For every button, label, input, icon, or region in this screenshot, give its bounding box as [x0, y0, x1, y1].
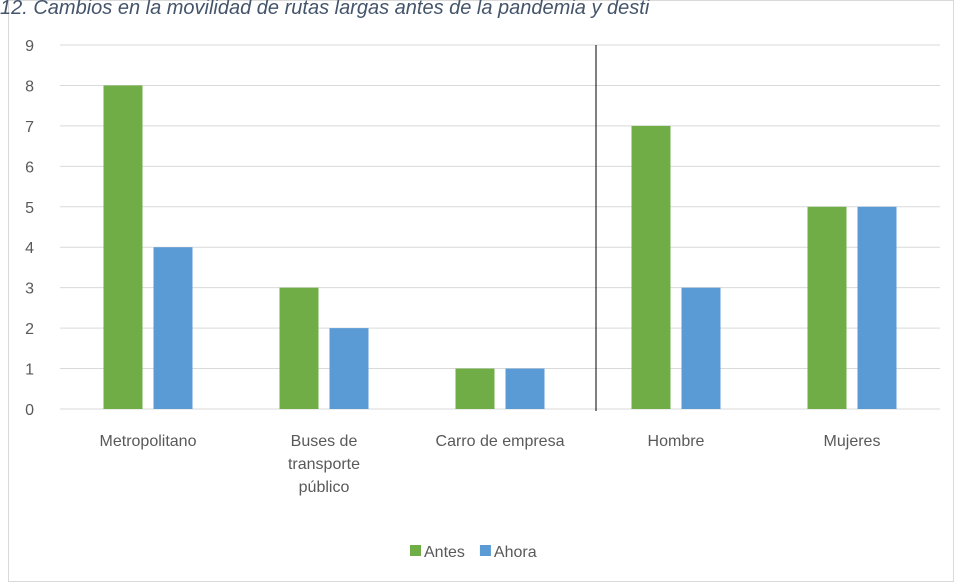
y-tick-label: 8: [25, 78, 34, 95]
bar: [505, 368, 545, 409]
y-tick-label: 5: [25, 200, 34, 217]
bar: [857, 206, 897, 409]
y-tick-label: 9: [25, 38, 34, 55]
bar: [153, 247, 193, 409]
y-tick-label: 2: [25, 321, 34, 338]
y-tick-label: 7: [25, 119, 34, 136]
y-tick-label: 3: [25, 281, 34, 298]
bar: [279, 287, 319, 409]
x-tick-label: Buses de transporte público: [287, 433, 361, 496]
y-tick-label: 1: [25, 362, 34, 379]
chart-title: 12. Cambios en la movilidad de rutas lar…: [0, 0, 650, 19]
bar: [681, 287, 721, 409]
legend-label: Ahora: [494, 544, 537, 561]
x-tick-label: Mujeres: [823, 433, 881, 450]
x-tick-label: Metropolitano: [99, 433, 197, 450]
y-tick-label: 0: [25, 402, 34, 419]
bar: [807, 206, 847, 409]
bar: [631, 125, 671, 409]
bar: [455, 368, 495, 409]
x-tick-label: Hombre: [647, 433, 705, 450]
legend-swatch: [410, 545, 421, 556]
legend-label: Antes: [424, 544, 465, 561]
y-tick-label: 4: [25, 240, 34, 257]
bar: [103, 85, 143, 409]
y-tick-label: 6: [25, 159, 34, 176]
x-tick-label: Carro de empresa: [435, 433, 565, 450]
chart-border: [8, 0, 954, 582]
bar: [329, 328, 369, 409]
legend-swatch: [479, 545, 491, 556]
